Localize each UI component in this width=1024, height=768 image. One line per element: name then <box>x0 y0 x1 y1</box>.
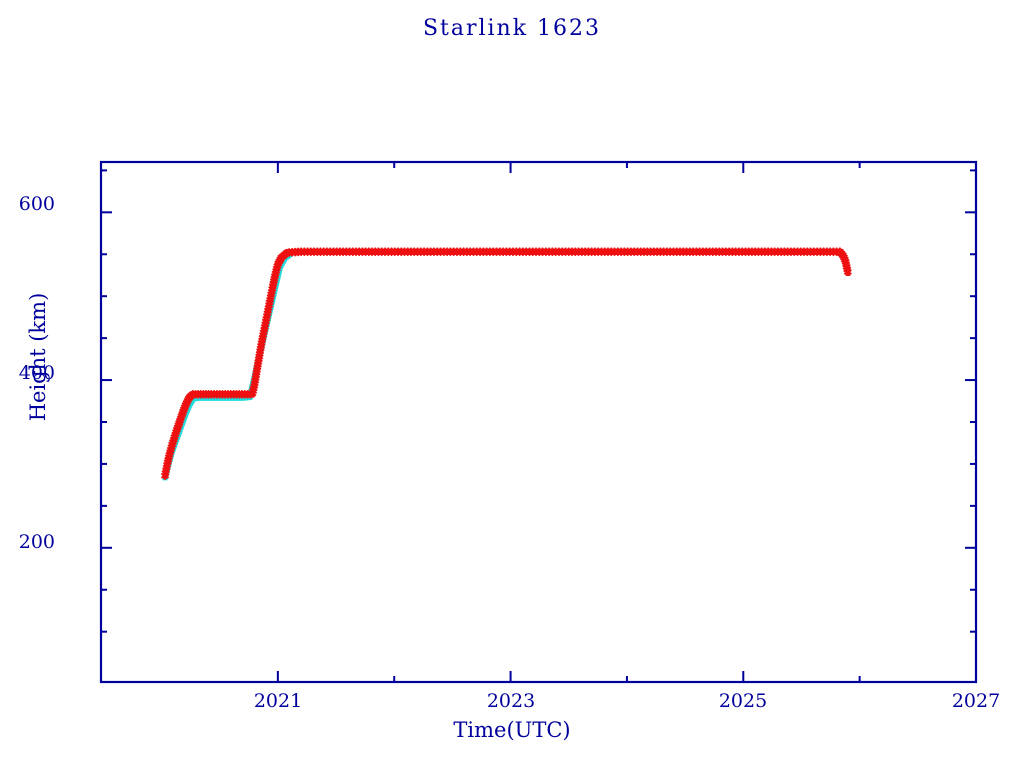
x-tick-label-2027: 2027 <box>951 690 1001 712</box>
y-tick-label-400: 400 <box>18 362 55 384</box>
x-tick-label-2023: 2023 <box>486 690 536 712</box>
x-tick-label-2021: 2021 <box>253 690 303 712</box>
x-tick-label-2025: 2025 <box>718 690 768 712</box>
y-tick-label-600: 600 <box>18 193 55 215</box>
chart-title: Starlink 1623 <box>422 16 602 41</box>
axis-ticks <box>101 162 977 682</box>
axis-frame <box>99 160 978 684</box>
x-axis-label: Time(UTC) <box>453 718 571 742</box>
y-tick-label-200: 200 <box>18 531 55 553</box>
series-apogee-points <box>160 247 852 480</box>
